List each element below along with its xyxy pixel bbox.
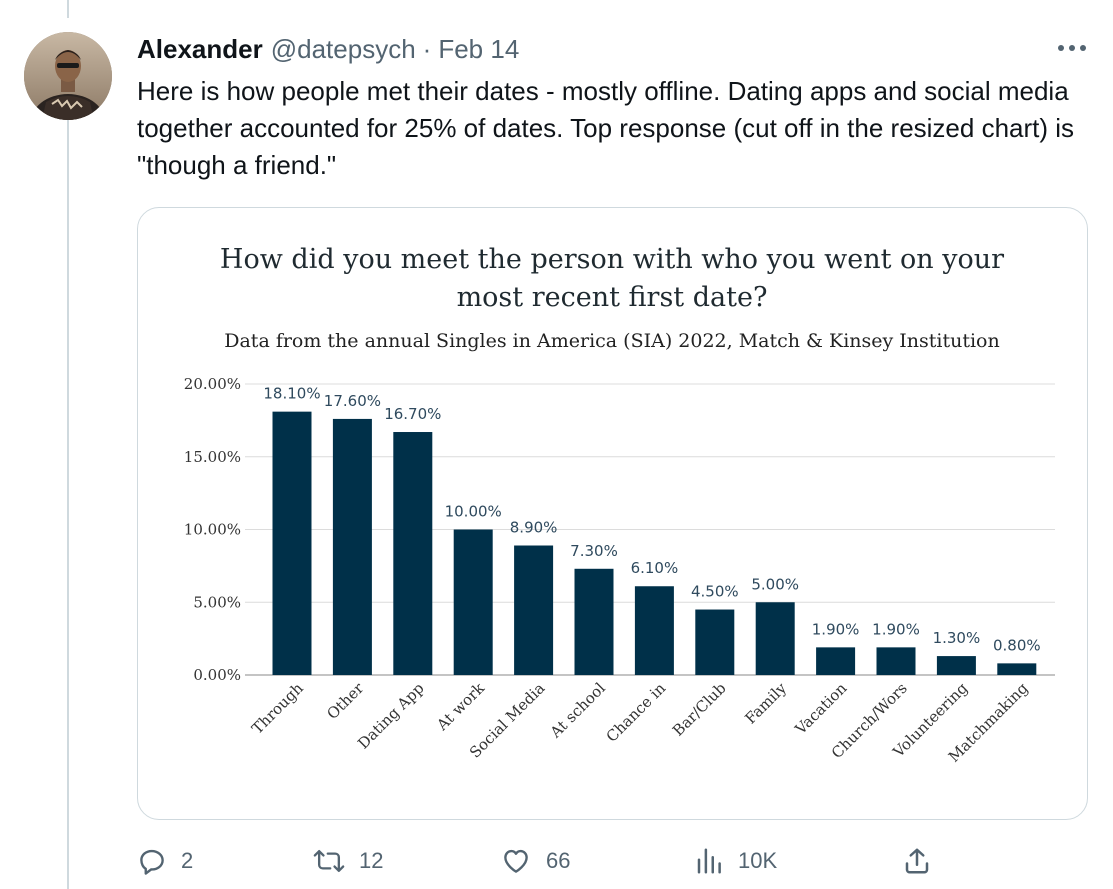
bar bbox=[876, 647, 916, 675]
chart-subtitle: Data from the annual Singles in America … bbox=[224, 330, 999, 352]
retweet-count: 12 bbox=[359, 848, 384, 873]
chart-title-line: How did you meet the person with who you… bbox=[220, 244, 1004, 275]
more-options-button[interactable] bbox=[1052, 36, 1092, 60]
like-button[interactable]: 66 bbox=[500, 835, 570, 887]
bar bbox=[816, 647, 856, 675]
bar bbox=[574, 568, 614, 675]
data-label: 7.30% bbox=[570, 542, 618, 560]
views-button[interactable]: 10K bbox=[694, 835, 777, 887]
views-icon bbox=[697, 848, 721, 874]
data-label: 17.60% bbox=[324, 392, 381, 410]
bar bbox=[332, 418, 372, 675]
thread-line-top bbox=[67, 0, 69, 18]
like-count: 66 bbox=[546, 848, 571, 873]
tweet-text: Here is how people met their dates - mos… bbox=[137, 76, 1075, 180]
bar bbox=[634, 586, 674, 675]
data-label: 4.50% bbox=[691, 583, 739, 601]
tweet-header: Alexander @datepsych · Feb 14 bbox=[137, 33, 519, 65]
data-label: 1.90% bbox=[872, 620, 920, 638]
x-tick-label: At work bbox=[433, 678, 489, 734]
more-horizontal-icon bbox=[1069, 45, 1075, 51]
reply-count: 2 bbox=[181, 848, 194, 873]
avatar[interactable] bbox=[24, 32, 112, 120]
author-handle[interactable]: @datepsych bbox=[270, 33, 416, 64]
view-count: 10K bbox=[738, 848, 778, 873]
y-tick-label: 20.00% bbox=[184, 375, 241, 393]
data-label: 0.80% bbox=[993, 636, 1041, 654]
thread-line bbox=[67, 118, 69, 889]
chart-bars bbox=[272, 411, 1037, 675]
bar bbox=[755, 602, 795, 675]
bar bbox=[272, 411, 312, 675]
author-name[interactable]: Alexander bbox=[137, 33, 263, 64]
bar bbox=[453, 529, 493, 675]
bar-chart: How did you meet the person with who you… bbox=[184, 244, 1055, 766]
share-button[interactable] bbox=[902, 835, 932, 887]
bar bbox=[936, 656, 976, 675]
avatar-image bbox=[24, 32, 112, 120]
reply-button[interactable]: 2 bbox=[137, 835, 193, 887]
bar bbox=[997, 663, 1037, 675]
data-label: 18.10% bbox=[263, 385, 320, 403]
y-tick-label: 5.00% bbox=[193, 593, 241, 611]
x-tick-label: Family bbox=[742, 679, 791, 728]
y-axis: 0.00% 5.00% 10.00% 15.00% 20.00% bbox=[184, 375, 241, 684]
data-label: 16.70% bbox=[384, 405, 441, 423]
bar bbox=[695, 609, 735, 675]
x-tick-label: At school bbox=[546, 679, 609, 742]
share-icon bbox=[905, 848, 929, 874]
heart-icon bbox=[504, 849, 528, 873]
bar bbox=[514, 545, 554, 675]
data-label: 5.00% bbox=[751, 575, 799, 593]
x-tick-label: Other bbox=[323, 679, 367, 723]
data-label: 6.10% bbox=[631, 559, 679, 577]
x-tick-label: Chance in bbox=[603, 679, 670, 746]
data-label: 8.90% bbox=[510, 519, 558, 537]
header-separator: · bbox=[422, 33, 432, 64]
x-tick-label: Vacation bbox=[791, 679, 851, 739]
x-tick-label: Bar/Club bbox=[669, 679, 730, 740]
y-tick-label: 0.00% bbox=[193, 666, 241, 684]
retweet-button[interactable]: 12 bbox=[313, 835, 383, 887]
chart-image-card[interactable]: How did you meet the person with who you… bbox=[137, 207, 1088, 820]
tweet-actions: 2 12 66 10K bbox=[0, 835, 1113, 887]
y-tick-label: 15.00% bbox=[184, 448, 241, 466]
more-horizontal-icon bbox=[1058, 45, 1064, 51]
chart-data-labels: 18.10% 17.60%16.70% 10.00% 8.90% 7.30% 6.10% 4… bbox=[263, 385, 1040, 655]
bar bbox=[393, 432, 433, 675]
data-label: 10.00% bbox=[445, 503, 502, 521]
reply-icon bbox=[140, 849, 164, 875]
chart-title-line: most recent first date? bbox=[457, 282, 768, 313]
chart-title: How did you meet the person with who you… bbox=[220, 244, 1004, 313]
data-label: 1.90% bbox=[812, 620, 860, 638]
more-horizontal-icon bbox=[1080, 45, 1086, 51]
x-tick-label: Through bbox=[248, 679, 307, 738]
retweet-icon bbox=[313, 849, 345, 873]
tweet-date[interactable]: Feb 14 bbox=[438, 33, 520, 64]
y-tick-label: 10.00% bbox=[184, 521, 241, 539]
data-label: 1.30% bbox=[933, 629, 981, 647]
